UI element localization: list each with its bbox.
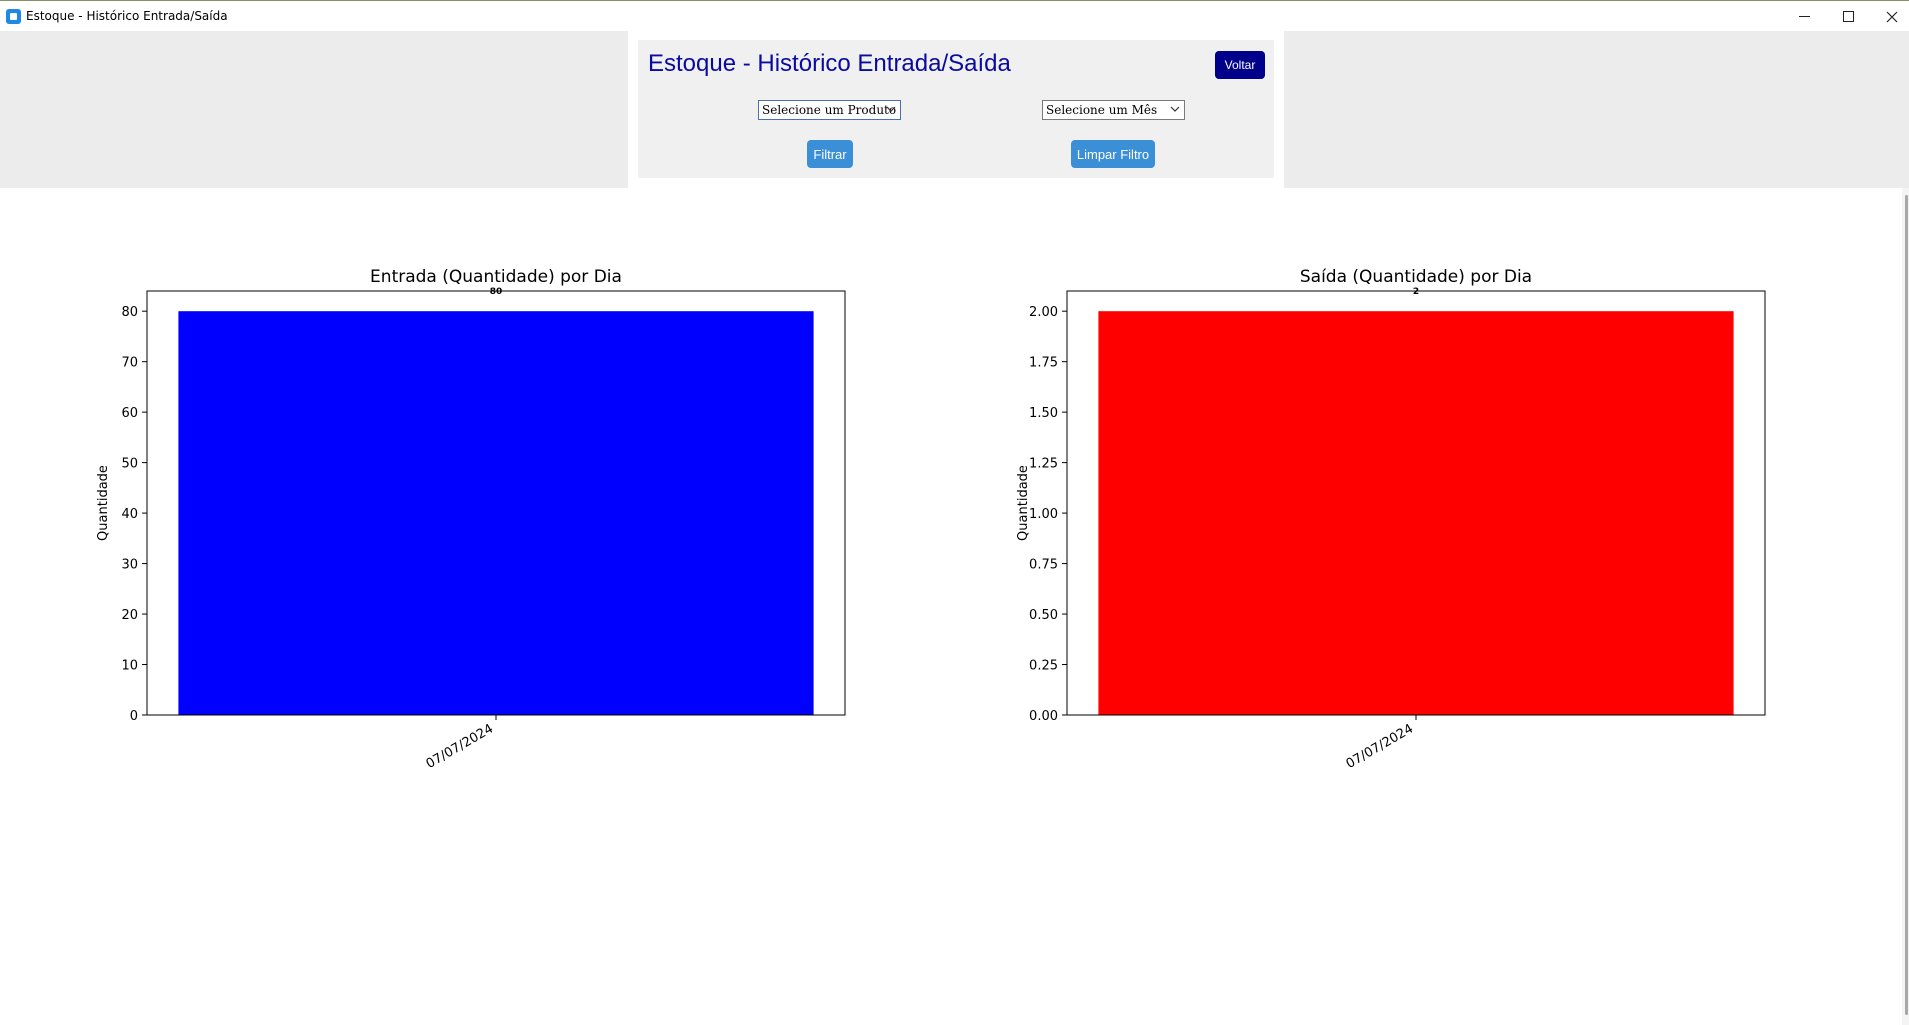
y-tick-label: 20 <box>121 608 138 623</box>
chevron-down-icon <box>886 106 896 112</box>
app-icon <box>6 9 21 24</box>
chevron-down-icon <box>1170 106 1180 112</box>
produto-select-value: Selecione um Produto <box>762 103 897 117</box>
x-tick-label: 07/07/2024 <box>424 721 496 771</box>
y-tick-label: 0 <box>130 709 138 724</box>
page-title: Estoque - Histórico Entrada/Saída <box>648 50 1011 77</box>
y-tick-label: 60 <box>121 406 138 421</box>
chart-bar <box>178 311 814 715</box>
close-icon[interactable] <box>1870 1 1909 32</box>
y-tick-label: 0.25 <box>1029 659 1058 674</box>
y-tick-label: 0.50 <box>1029 608 1058 623</box>
produto-select[interactable]: Selecione um Produto <box>758 100 901 120</box>
minimize-icon[interactable] <box>1782 1 1826 32</box>
y-tick-label: 1.50 <box>1029 406 1058 421</box>
window-titlebar: Estoque - Histórico Entrada/Saída <box>0 0 1909 31</box>
y-tick-label: 30 <box>121 558 138 573</box>
y-tick-label: 0.75 <box>1029 558 1058 573</box>
filtrar-button[interactable]: Filtrar <box>807 140 853 168</box>
bar-data-label: 80 <box>490 287 503 297</box>
y-tick-label: 1.75 <box>1029 356 1058 371</box>
window-title: Estoque - Histórico Entrada/Saída <box>26 9 228 23</box>
y-tick-label: 1.25 <box>1029 457 1058 472</box>
chart-axes-frame <box>1066 290 1766 716</box>
maximize-icon[interactable] <box>1826 1 1870 32</box>
y-tick-label: 1.00 <box>1029 507 1058 522</box>
chart-title: Saída (Quantidade) por Dia <box>1300 267 1532 287</box>
y-tick-label: 2.00 <box>1029 305 1058 320</box>
y-tick-label: 10 <box>121 659 138 674</box>
bar-data-label: 2 <box>1413 287 1419 297</box>
y-tick-label: 0.00 <box>1029 709 1058 724</box>
mes-select[interactable]: Selecione um Mês <box>1042 100 1185 120</box>
y-tick-label: 40 <box>121 507 138 522</box>
y-tick-label: 70 <box>121 356 138 371</box>
mes-select-value: Selecione um Mês <box>1046 103 1158 117</box>
y-tick-label: 80 <box>121 305 138 320</box>
voltar-button[interactable]: Voltar <box>1215 51 1265 79</box>
x-tick-label: 07/07/2024 <box>1344 721 1416 771</box>
limpar-filtro-button[interactable]: Limpar Filtro <box>1071 140 1155 168</box>
y-axis-label: Quantidade <box>96 465 111 541</box>
y-tick-label: 50 <box>121 457 138 472</box>
chart-bar <box>1098 311 1734 715</box>
scrollbar-thumb[interactable] <box>1905 195 1908 1015</box>
y-axis-label: Quantidade <box>1016 465 1031 541</box>
chart-title: Entrada (Quantidade) por Dia <box>370 267 622 287</box>
chart-axes-frame <box>146 290 846 716</box>
